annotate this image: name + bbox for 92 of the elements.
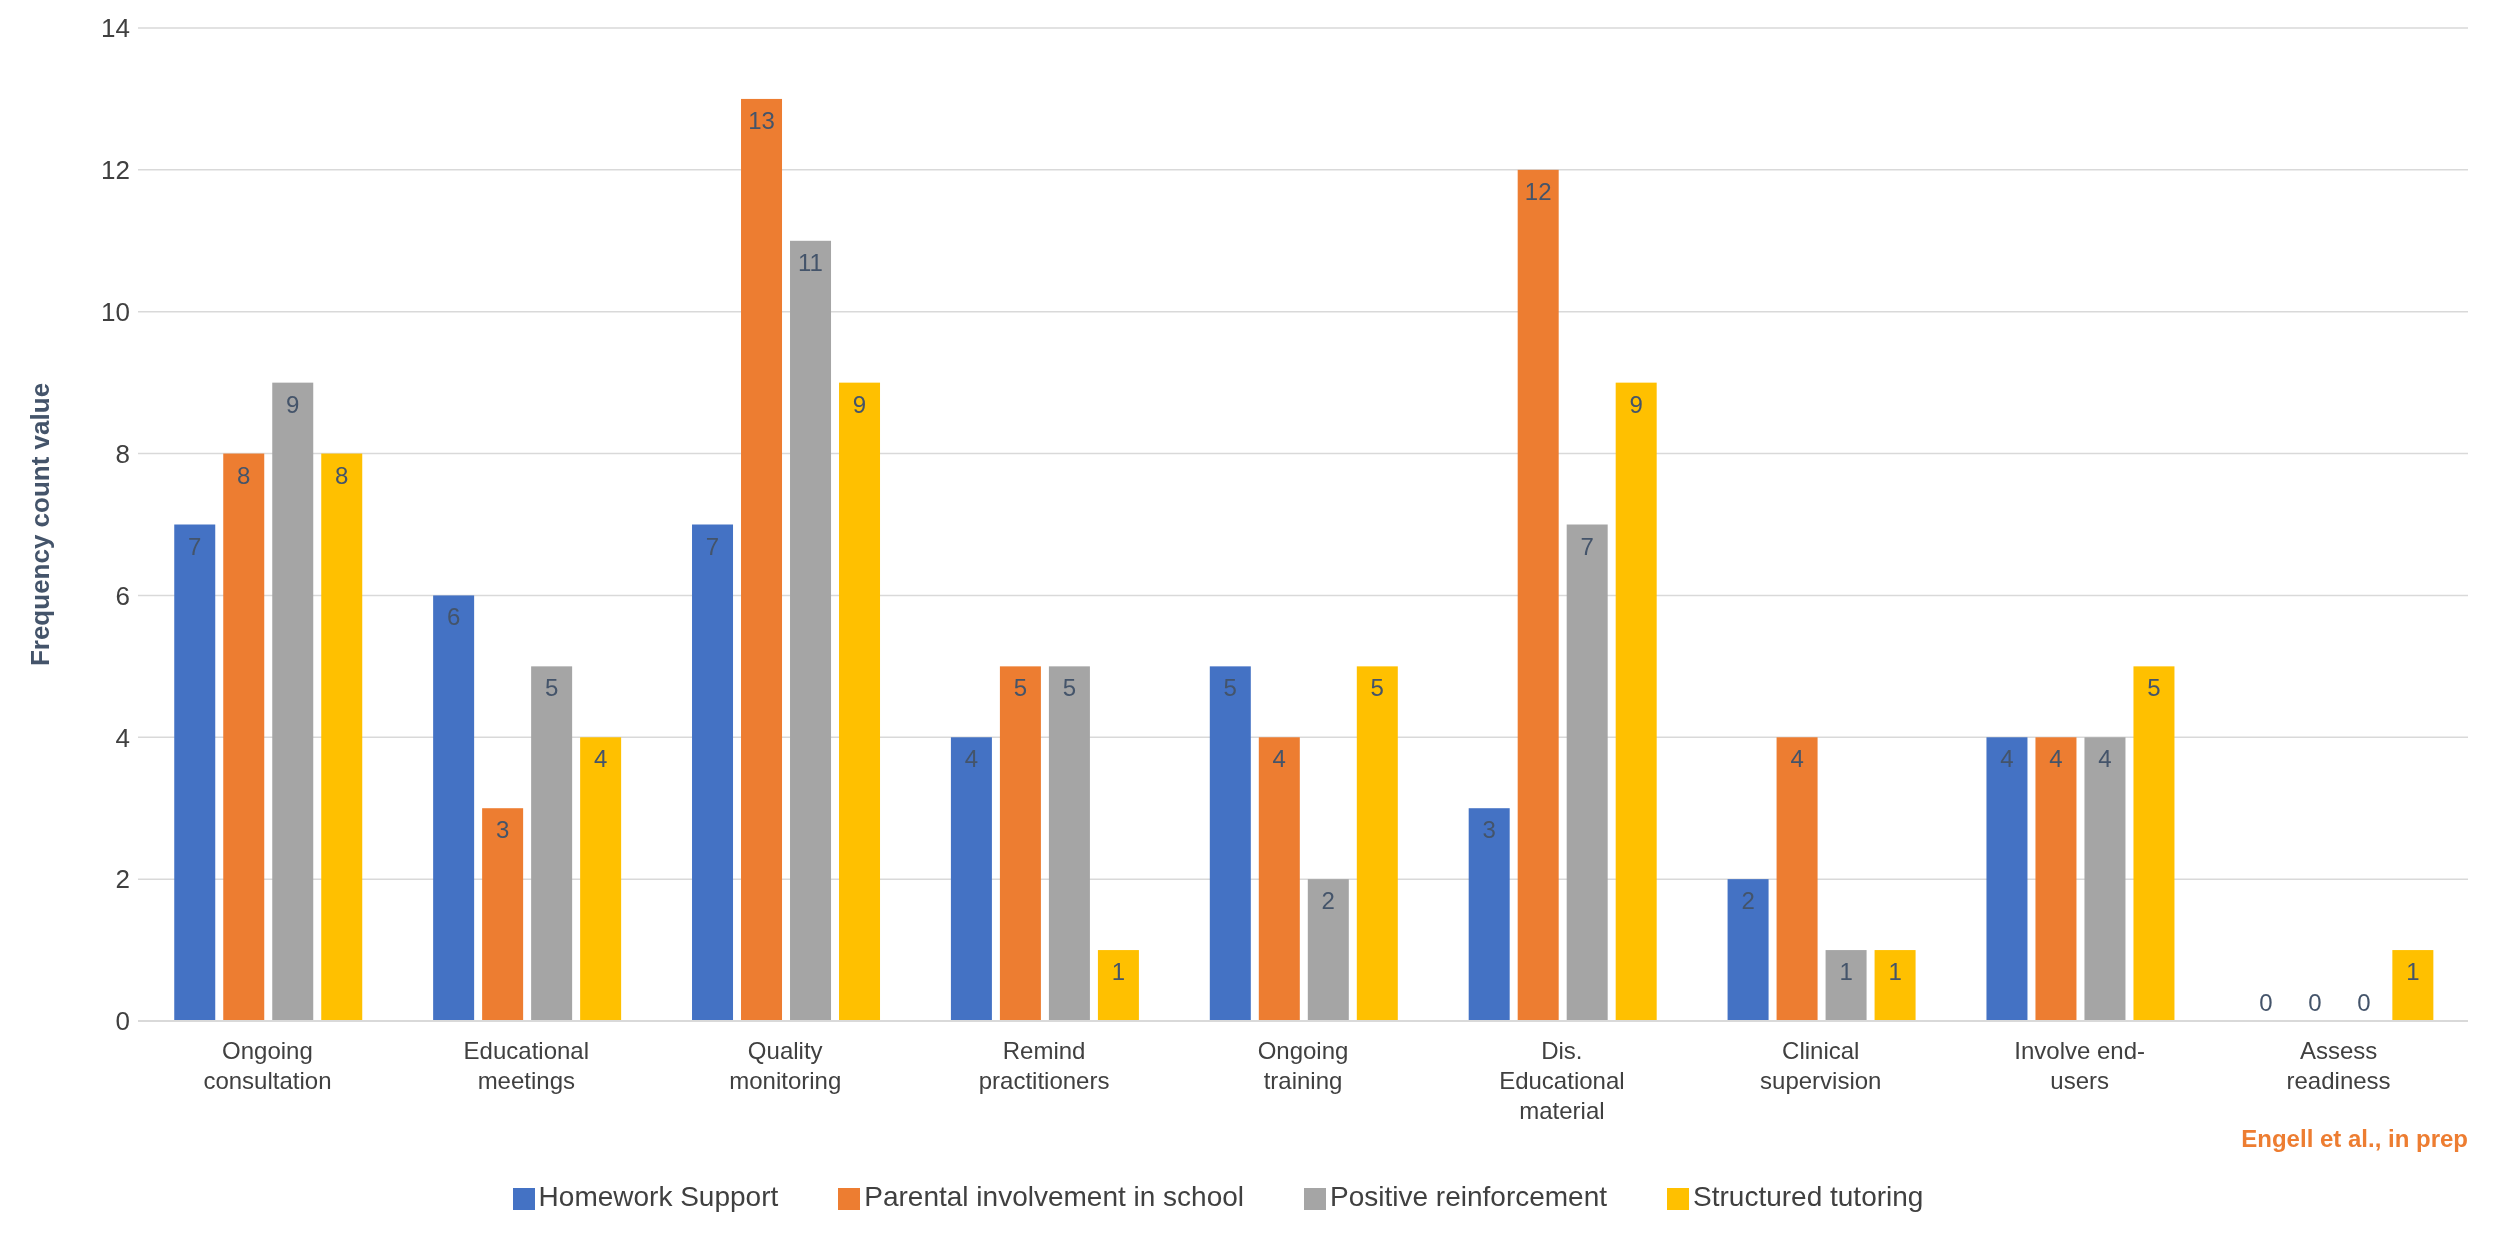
data-label: 0 [2357, 989, 2371, 1016]
data-label: 0 [2259, 989, 2273, 1016]
bar [272, 382, 314, 1021]
data-label: 7 [188, 532, 202, 560]
data-label: 8 [335, 461, 349, 489]
data-label: 2 [1741, 887, 1755, 915]
y-axis-title: Frequency count value [25, 382, 56, 667]
bar [1615, 382, 1657, 1021]
data-label: 4 [2098, 745, 2112, 773]
bar [692, 524, 734, 1021]
data-label: 4 [1790, 745, 1804, 773]
data-label: 9 [286, 390, 300, 418]
text: Engell et al., in prep [2241, 1125, 2468, 1153]
data-label: 3 [495, 816, 510, 844]
x-tick-label: Remind practitioners [978, 1037, 1110, 1094]
data-label: 2 [1321, 887, 1335, 915]
bar [1986, 737, 2028, 1021]
bar [531, 666, 573, 1021]
data-label: 1 [1111, 958, 1126, 986]
data-label: 9 [1629, 390, 1643, 418]
bar [223, 453, 265, 1021]
bar [2392, 950, 2434, 1021]
y-tick-label: 8 [115, 438, 130, 469]
data-label: 5 [1013, 674, 1028, 702]
y-tick-label: 0 [115, 1006, 130, 1037]
legend-label: Parental involvement in school [864, 1181, 1245, 1212]
bar [999, 666, 1041, 1021]
bar [1517, 169, 1559, 1021]
data-label: 6 [446, 603, 461, 631]
data-label: 7 [1580, 532, 1594, 560]
legend-label: Structured tutoring [1693, 1181, 1924, 1212]
x-tick-label: Educational meetings [463, 1037, 590, 1094]
data-label: 4 [1272, 745, 1286, 773]
bar [2084, 737, 2126, 1021]
data-label: 5 [544, 674, 559, 702]
data-label: 5 [1062, 674, 1077, 702]
bar [580, 737, 622, 1021]
data-label: 3 [1482, 816, 1496, 844]
bar [321, 453, 363, 1021]
bar [2035, 737, 2077, 1021]
bar [2133, 666, 2175, 1021]
x-tick-label: Quality monitoring [729, 1037, 842, 1094]
x-tick-label: Ongoing training [1257, 1037, 1349, 1094]
bar [1097, 950, 1139, 1021]
bar [1258, 737, 1300, 1021]
legend-label: Homework Support [538, 1181, 779, 1212]
bar [741, 98, 783, 1021]
x-tick-label: Involve end-users [2014, 1037, 2146, 1094]
data-label: 1 [1839, 958, 1853, 986]
bar [1209, 666, 1251, 1021]
data-label: 1 [1888, 958, 1902, 986]
bar [482, 808, 524, 1021]
x-tick-label: Dis. Educational material [1499, 1037, 1625, 1124]
bar [950, 737, 992, 1021]
bar [1356, 666, 1398, 1021]
y-tick-label: 2 [115, 864, 130, 895]
y-tick-label: 10 [101, 296, 130, 327]
x-tick-label: Ongoing consultation [203, 1037, 332, 1094]
bar [1468, 808, 1510, 1021]
data-label: 4 [2000, 745, 2014, 773]
data-label: 12 [1524, 177, 1552, 205]
data-label: 8 [237, 461, 251, 489]
bar [790, 240, 832, 1021]
bar [1874, 950, 1916, 1021]
bar [1727, 879, 1769, 1021]
y-tick-label: 14 [101, 13, 130, 44]
data-label: 4 [2049, 745, 2063, 773]
data-label: 4 [593, 745, 608, 773]
y-tick-label: 12 [101, 155, 130, 186]
bar [1776, 737, 1818, 1021]
data-label: 4 [964, 745, 979, 773]
data-label: 11 [798, 248, 823, 276]
x-tick-label: Clinical supervision [1760, 1037, 1882, 1094]
data-label: 5 [2147, 674, 2161, 702]
bar [1307, 879, 1349, 1021]
bar [433, 595, 475, 1021]
bar [839, 382, 881, 1021]
bar [1566, 524, 1608, 1021]
bar [174, 524, 216, 1021]
data-label: 0 [2308, 989, 2322, 1016]
data-label: 9 [852, 390, 867, 418]
x-tick-label: Assess readiness [2286, 1037, 2391, 1094]
y-tick-label: 4 [115, 722, 130, 753]
data-label: 5 [1223, 674, 1237, 702]
data-label: 13 [748, 106, 775, 134]
legend-label: Positive reinforcement [1330, 1181, 1608, 1212]
bar [1048, 666, 1090, 1021]
data-label: 1 [2406, 958, 2420, 986]
data-label: 7 [705, 532, 720, 560]
bar [1825, 950, 1867, 1021]
y-tick-label: 6 [115, 580, 130, 611]
data-label: 5 [1370, 674, 1384, 702]
